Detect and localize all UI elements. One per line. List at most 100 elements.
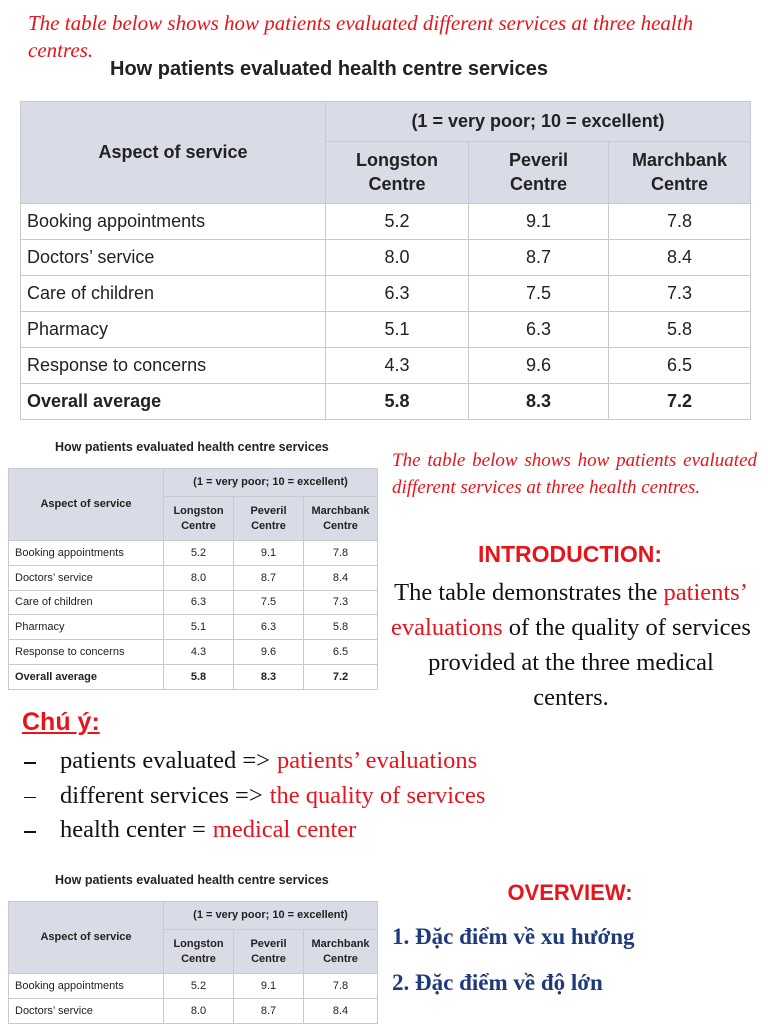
prompt-side: The table below shows how patients evalu… (392, 450, 757, 498)
table-cell: 9.1 (233, 540, 304, 566)
header-cell: (1 = very poor; 10 = excellent) (162, 468, 379, 497)
header-cell: Aspect of service (8, 468, 164, 541)
data-table: Aspect of service (1 = very poor; 10 = ex… (20, 101, 752, 420)
note-text: patients evaluated => patients’ evaluatio… (60, 747, 477, 775)
bullet-dash (24, 796, 36, 798)
table-cell: 7.3 (302, 589, 379, 616)
table-cell: 5.8 (607, 311, 752, 348)
header-cell: Aspect of service (20, 101, 326, 204)
table-row: Response to concerns 4.3 9.6 6.5 (20, 347, 752, 384)
note-item: health center = medical center (0, 814, 768, 846)
intro-highlight: patients’ evaluations (391, 579, 748, 641)
table-cell: 6.3 (163, 589, 234, 616)
table-cell: Doctors’ service (8, 564, 164, 591)
table-row: Response to concerns 4.3 9.6 6.5 (8, 639, 379, 665)
table-title: How patients evaluated health centre ser… (55, 440, 329, 454)
header-cell: Peveril Centre (233, 496, 304, 541)
table-cell: 7.8 (302, 973, 379, 999)
table-cell: 5.1 (325, 311, 469, 348)
note-source: different services => (60, 781, 263, 809)
overview-item: 2. Đặc điểm về độ lớn (392, 970, 603, 995)
table-cell: 5.2 (163, 973, 234, 999)
table-row: Overall average 5.8 8.3 7.2 (20, 383, 752, 420)
note-item: patients evaluated => patients’ evaluatio… (0, 745, 768, 777)
data-table: Aspect of service (1 = very poor; 10 = ex… (8, 468, 379, 690)
table-cell: 7.2 (302, 663, 379, 690)
table-cell: Care of children (20, 275, 326, 312)
table-cell: 5.8 (302, 614, 379, 641)
table-cell: Pharmacy (20, 311, 326, 348)
table-cell: Pharmacy (8, 614, 164, 641)
table-cell: Response to concerns (8, 639, 164, 665)
table-cell: 5.8 (163, 663, 234, 690)
header-cell: Peveril Centre (233, 929, 304, 974)
note-target: patients’ evaluations (276, 747, 478, 774)
intro-paragraph: The table demonstrates the patients’ eva… (388, 575, 754, 715)
table-cell: 8.4 (302, 564, 379, 591)
table-cell: 4.3 (163, 639, 234, 665)
intro-text: of the quality of services provided at t… (428, 614, 751, 711)
table-cell: 6.3 (233, 614, 304, 641)
table-cell: 4.3 (325, 347, 469, 384)
table-body: Aspect of service (1 = very poor; 10 = ex… (20, 101, 752, 420)
table-cell: Booking appointments (8, 973, 164, 999)
header-cell: (1 = very poor; 10 = excellent) (324, 101, 752, 142)
table-cell: 9.6 (468, 347, 609, 384)
header-cell: Marchbank Centre (302, 929, 379, 974)
table-cell: 8.3 (233, 663, 304, 690)
header-cell: Longston Centre (325, 141, 469, 204)
table-cell: 6.3 (325, 275, 469, 312)
header-cell: Marchbank Centre (302, 496, 379, 541)
table-cell: 5.8 (325, 383, 469, 420)
table-row: Doctors’ service 8.0 8.7 8.4 (8, 564, 379, 591)
table-cell: 7.5 (233, 589, 304, 616)
table-row: Doctors’ service 8.0 8.7 8.4 (20, 239, 752, 276)
header-cell: Aspect of service (8, 901, 164, 974)
table-cell: 6.5 (302, 639, 379, 665)
table-row: Care of children 6.3 7.5 7.3 (8, 589, 379, 616)
header-cell: (1 = very poor; 10 = excellent) (162, 901, 379, 930)
table-cell: 7.2 (607, 383, 752, 420)
table-cell: 7.8 (607, 203, 752, 240)
overview-item: 1. Đặc điểm về xu hướng (392, 924, 635, 949)
note-target: medical center (212, 816, 357, 843)
table-cell: 9.1 (233, 973, 304, 999)
table-cell: Booking appointments (20, 203, 326, 240)
table-row: Overall average 5.8 8.3 7.2 (8, 663, 379, 690)
table-cell: 6.5 (607, 347, 752, 384)
intro-heading: INTRODUCTION: (478, 541, 662, 567)
table-cell: 8.0 (163, 997, 234, 1024)
header-cell: Marchbank Centre (607, 141, 752, 204)
table-cell: Response to concerns (20, 347, 326, 384)
table-row: Booking appointments 5.2 9.1 7.8 (8, 973, 379, 999)
table-row: Pharmacy 5.1 6.3 5.8 (20, 311, 752, 348)
header-row: Longston Centre Peveril Centre Marchbank C… (9, 496, 379, 541)
table-cell: 5.2 (325, 203, 469, 240)
table-row: Booking appointments 5.2 9.1 7.8 (8, 540, 379, 566)
table-cell: Overall average (20, 383, 326, 420)
prompt: The table below shows how patients evalu… (28, 11, 694, 62)
table-cell: Doctors’ service (20, 239, 326, 276)
table-cell: 5.2 (163, 540, 234, 566)
note-source: health center = (60, 816, 206, 843)
table-cell: 8.7 (233, 564, 304, 591)
table-cell: 7.5 (468, 275, 609, 312)
bullet-dash (24, 831, 36, 833)
data-table: Aspect of service (1 = very poor; 10 = ex… (8, 901, 379, 1024)
table-row: Pharmacy 5.1 6.3 5.8 (8, 614, 379, 641)
table-body: Aspect of service (1 = very poor; 10 = ex… (8, 468, 379, 690)
table-cell: Doctors’ service (8, 997, 164, 1024)
table-row: Booking appointments 5.2 9.1 7.8 (20, 203, 752, 240)
table-cell: 7.3 (607, 275, 752, 312)
header-row: Aspect of service (1 = very poor; 10 = ex… (8, 901, 379, 974)
table-cell: Care of children (8, 589, 164, 616)
header-cell: Longston Centre (163, 929, 234, 974)
note-text: different services => the quality of serv… (60, 782, 485, 810)
table-cell: Booking appointments (8, 540, 164, 566)
note-target: the quality of services (269, 781, 486, 809)
table-body: Aspect of service (1 = very poor; 10 = ex… (8, 901, 379, 1024)
header-row: Longston Centre Peveril Centre Marchbank C… (9, 929, 379, 974)
table-cell: 8.7 (468, 239, 609, 276)
table-cell: 8.0 (163, 564, 234, 591)
